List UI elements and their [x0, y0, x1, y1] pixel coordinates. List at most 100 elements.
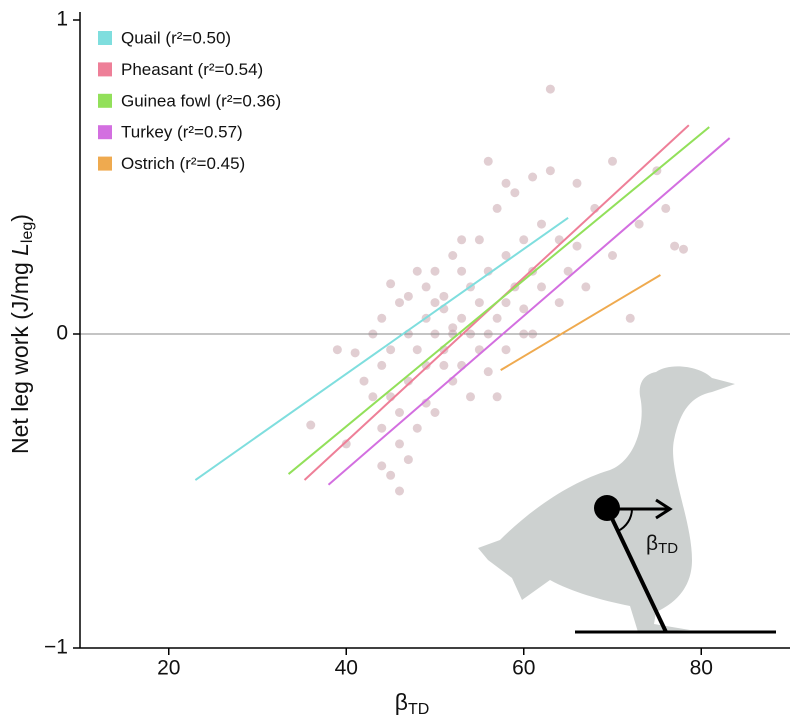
- legend-label: Turkey (r²=0.57): [121, 123, 243, 142]
- scatter-point: [572, 241, 582, 251]
- scatter-point: [430, 298, 440, 308]
- angle-symbol: β: [646, 532, 658, 555]
- scatter-point: [528, 172, 538, 182]
- legend-swatch: [98, 31, 112, 45]
- y-tick-label: −1: [44, 636, 68, 659]
- scatter-point: [421, 398, 431, 408]
- scatter-point: [537, 282, 546, 292]
- scatter-point: [519, 235, 529, 245]
- angle-arc: [617, 508, 633, 532]
- scatter-point: [581, 282, 591, 292]
- legend-label: Quail (r²=0.50): [121, 28, 231, 47]
- angle-sub: TD: [658, 540, 678, 557]
- legend-swatch: [98, 62, 112, 77]
- scatter-point: [608, 156, 617, 166]
- scatter-point: [501, 251, 511, 260]
- scatter-point: [368, 392, 378, 402]
- scatter-point: [537, 219, 546, 229]
- scatter-point: [492, 313, 502, 323]
- legend-label: Guinea fowl (r²=0.36): [121, 91, 281, 110]
- arrow-head: [655, 498, 673, 520]
- scatter-point: [306, 420, 316, 430]
- scatter-point: [634, 219, 644, 229]
- legend-swatch: [98, 93, 112, 108]
- hip: [594, 495, 620, 521]
- scatter-point: [457, 235, 467, 245]
- scatter-point: [377, 423, 387, 433]
- y-tick-label: 0: [56, 322, 68, 345]
- scatter-point: [679, 244, 688, 254]
- scatter-point: [466, 392, 475, 402]
- scatter-point: [474, 235, 484, 245]
- scatter-point: [483, 367, 493, 377]
- x-label-sub: TD: [408, 701, 429, 718]
- regression-line: [327, 137, 731, 486]
- scatter-point: [625, 313, 635, 323]
- y-tick-label: 1: [56, 8, 68, 31]
- scatter-point: [448, 251, 458, 260]
- x-label-main: β: [395, 689, 408, 715]
- scatter-point: [395, 439, 404, 449]
- scatter-point: [386, 279, 396, 289]
- x-axis-label: βTD: [395, 689, 430, 718]
- x-tick-label: 40: [335, 657, 358, 680]
- scatter-point: [412, 266, 422, 276]
- x-tick-label: 60: [512, 657, 535, 680]
- scatter-point: [492, 392, 502, 402]
- scatter-point: [395, 408, 404, 417]
- scatter-point: [545, 166, 555, 176]
- leg: [605, 507, 668, 633]
- legend-swatch: [98, 125, 112, 140]
- scatter-point: [395, 486, 404, 496]
- scatter-point: [332, 345, 342, 355]
- scatter-point: [421, 282, 431, 292]
- scatter-point: [501, 298, 511, 308]
- regression-line: [194, 217, 569, 481]
- scatter-point: [395, 298, 404, 308]
- scatter-point: [492, 203, 502, 213]
- scatter-point: [439, 360, 449, 370]
- scatter-point: [554, 298, 564, 308]
- scatter-point: [430, 408, 440, 417]
- scatter-point: [377, 360, 387, 370]
- scatter-point: [430, 266, 440, 276]
- scatter-point: [608, 251, 617, 260]
- scatter-point: [377, 461, 387, 471]
- y-label-main: Net leg work (J/mg: [7, 256, 33, 454]
- scatter-point: [412, 345, 422, 355]
- scatter-point: [661, 203, 671, 213]
- x-tick-label: 20: [157, 657, 180, 680]
- scatter-point: [386, 345, 396, 355]
- scatter-point: [403, 291, 413, 301]
- x-tick-label: 80: [690, 657, 713, 680]
- scatter-point: [412, 423, 422, 433]
- scatter-point: [341, 439, 351, 449]
- scatter-point: [350, 348, 360, 358]
- scatter-point: [510, 188, 520, 198]
- angle-label: βTD: [646, 532, 678, 557]
- scatter-point: [572, 178, 582, 188]
- scatter-point: [501, 345, 511, 355]
- y-axis-label: Net leg work (J/mg Lleg): [7, 214, 36, 454]
- y-label-end: ): [7, 214, 33, 222]
- y-label-italic: L: [7, 243, 33, 256]
- scatter-point: [448, 323, 458, 333]
- scatter-point: [670, 241, 680, 251]
- scatter-point: [474, 298, 484, 308]
- y-label-sub: leg: [19, 222, 36, 243]
- legend-label: Pheasant (r²=0.54): [121, 60, 263, 79]
- scatter-point: [457, 266, 467, 276]
- scatter-point: [483, 156, 493, 166]
- scatter-point: [457, 313, 467, 323]
- scatter-point: [403, 455, 413, 465]
- regression-line: [500, 274, 661, 371]
- scatter-point: [501, 178, 511, 188]
- scatter-point: [519, 304, 529, 314]
- scatter-point: [563, 266, 573, 276]
- scatter-point: [359, 376, 369, 386]
- scatter-point: [377, 313, 387, 323]
- scatter-point: [439, 291, 449, 301]
- legend-label: Ostrich (r²=0.45): [121, 154, 245, 173]
- legend-swatch: [98, 156, 112, 171]
